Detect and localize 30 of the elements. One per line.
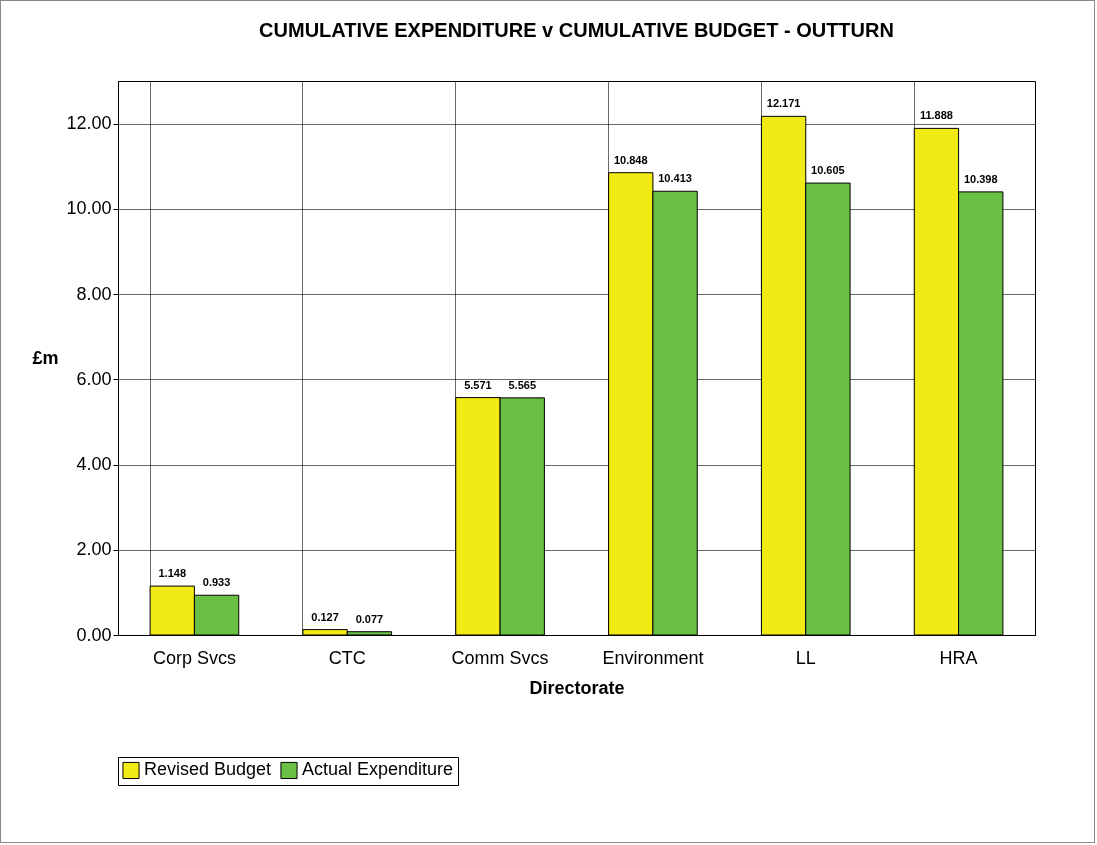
y-tick-label: 0.00 xyxy=(76,624,112,645)
y-tick-label: 10.00 xyxy=(66,198,112,219)
data-label: 12.171 xyxy=(766,97,801,110)
data-label: 10.848 xyxy=(613,153,648,166)
data-label: 0.077 xyxy=(355,612,384,625)
data-label: 0.127 xyxy=(311,610,339,623)
x-tick-label: Corp Svcs xyxy=(152,647,236,668)
y-tick-label: 6.00 xyxy=(76,368,112,389)
y-axis-title: £m xyxy=(32,347,59,368)
y-tick-label: 2.00 xyxy=(76,539,112,560)
data-label: 0.933 xyxy=(202,576,231,589)
chart-title: CUMULATIVE EXPENDITURE v CUMULATIVE BUDGET - OUTTURN xyxy=(259,19,894,41)
data-label: 10.398 xyxy=(963,172,998,185)
data-label: 5.571 xyxy=(464,378,492,391)
legend-label: Revised Budget xyxy=(144,759,272,780)
x-axis-title: Directorate xyxy=(529,677,625,698)
x-tick-label: Comm Svcs xyxy=(451,647,549,668)
data-label: 5.565 xyxy=(508,378,537,391)
data-label: 10.605 xyxy=(811,164,845,177)
y-tick-label: 12.00 xyxy=(66,113,112,134)
legend-label: Actual Expenditure xyxy=(302,759,454,780)
data-label: 10.413 xyxy=(658,172,692,185)
data-label: 1.148 xyxy=(158,567,187,580)
data-label: 11.888 xyxy=(919,109,953,122)
x-tick-label: CTC xyxy=(328,647,366,668)
x-tick-label: HRA xyxy=(939,647,978,668)
y-tick-label: 4.00 xyxy=(76,454,112,475)
x-tick-label: LL xyxy=(795,647,816,668)
y-tick-label: 8.00 xyxy=(76,283,112,304)
x-tick-label: Environment xyxy=(602,647,704,668)
